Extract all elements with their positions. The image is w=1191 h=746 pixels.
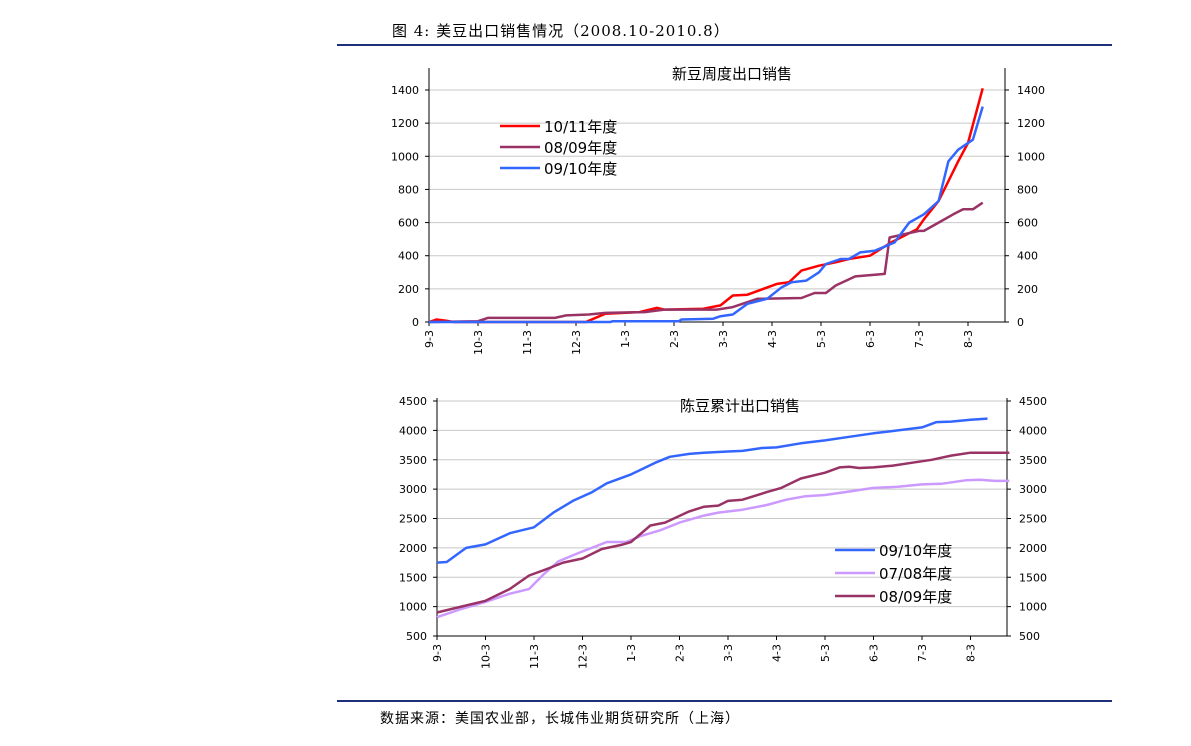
- x-tick-label: 4-3: [766, 330, 779, 348]
- series-line-08/09年度: [436, 451, 1010, 614]
- y-tick-label-right: 1500: [1019, 571, 1047, 584]
- series-line-08/09年度: [428, 201, 984, 324]
- legend-label: 10/11年度: [544, 118, 617, 136]
- y-tick-label-right: 800: [1017, 183, 1038, 196]
- x-tick-label: 12-3: [577, 644, 590, 669]
- y-tick-label-right: 3000: [1019, 483, 1047, 496]
- y-tick-label-right: 1400: [1017, 84, 1045, 97]
- y-tick-label-left: 4500: [399, 395, 427, 408]
- y-tick-label-right: 1000: [1017, 150, 1045, 163]
- y-tick-label-left: 600: [398, 217, 419, 230]
- x-tick-label: 7-3: [916, 644, 929, 662]
- y-tick-label-left: 2000: [399, 542, 427, 555]
- y-tick-label-right: 500: [1019, 630, 1040, 643]
- y-tick-label-right: 4000: [1019, 424, 1047, 437]
- y-tick-label-right: 1200: [1017, 117, 1045, 130]
- y-tick-label-right: 3500: [1019, 454, 1047, 467]
- bottom-divider: [337, 700, 1112, 702]
- y-tick-label-right: 200: [1017, 283, 1038, 296]
- chart-title: 陈豆累计出口销售: [680, 397, 800, 415]
- y-tick-label-left: 2500: [399, 513, 427, 526]
- y-tick-label-left: 1000: [391, 150, 419, 163]
- x-tick-label: 11-3: [528, 644, 541, 669]
- y-tick-label-left: 1000: [399, 601, 427, 614]
- chart-1: 0 0 200 200 400 400 600 600 800 800 1000 1000 1200 12…: [391, 65, 1045, 355]
- figure-title: 图 4: 美豆出口销售情况（2008.10-2010.8）: [392, 22, 730, 40]
- x-tick-label: 7-3: [913, 330, 926, 348]
- source-note: 数据来源：美国农业部，长城伟业期货研究所（上海）: [380, 711, 740, 727]
- legend-label: 07/08年度: [879, 565, 952, 583]
- y-tick-label-left: 1400: [391, 84, 419, 97]
- y-tick-label-left: 4000: [399, 424, 427, 437]
- x-tick-label: 5-3: [815, 330, 828, 348]
- x-tick-label: 5-3: [819, 644, 832, 662]
- x-tick-label: 6-3: [868, 644, 881, 662]
- chart-title: 新豆周度出口销售: [672, 65, 792, 83]
- y-tick-label-left: 800: [398, 183, 419, 196]
- x-tick-label: 9-3: [423, 330, 436, 348]
- series-line-09/10年度: [436, 417, 988, 564]
- x-tick-label: 10-3: [480, 644, 493, 669]
- y-tick-label-left: 200: [398, 283, 419, 296]
- y-tick-label-right: 600: [1017, 217, 1038, 230]
- x-tick-label: 8-3: [965, 644, 978, 662]
- series-line-07/08年度: [436, 478, 1010, 619]
- series-line-09/10年度: [429, 106, 984, 324]
- y-tick-label-right: 2500: [1019, 513, 1047, 526]
- y-tick-label-right: 0: [1017, 316, 1024, 329]
- top-divider: [337, 44, 1112, 46]
- y-tick-label-left: 3500: [399, 454, 427, 467]
- y-tick-label-left: 0: [412, 316, 419, 329]
- x-tick-label: 3-3: [722, 644, 735, 662]
- x-tick-label: 1-3: [625, 644, 638, 662]
- x-tick-label: 12-3: [570, 330, 583, 355]
- x-tick-label: 2-3: [668, 330, 681, 348]
- chart-2: 500 500 1000 1000 1500 1500 2000 2000 2500 2500 30…: [399, 395, 1047, 669]
- legend-label: 09/10年度: [879, 542, 952, 560]
- x-tick-label: 2-3: [674, 644, 687, 662]
- legend-label: 08/09年度: [879, 588, 952, 606]
- y-tick-label-right: 4500: [1019, 395, 1047, 408]
- x-tick-label: 10-3: [472, 330, 485, 355]
- y-tick-label-right: 400: [1017, 250, 1038, 263]
- x-tick-label: 3-3: [717, 330, 730, 348]
- y-tick-label-left: 400: [398, 250, 419, 263]
- y-tick-label-right: 2000: [1019, 542, 1047, 555]
- y-tick-label-left: 500: [406, 630, 427, 643]
- legend-label: 08/09年度: [544, 139, 617, 157]
- y-tick-label-left: 3000: [399, 483, 427, 496]
- x-tick-label: 1-3: [619, 330, 632, 348]
- y-tick-label-right: 1000: [1019, 601, 1047, 614]
- x-tick-label: 8-3: [962, 330, 975, 348]
- legend-label: 09/10年度: [544, 160, 617, 178]
- x-tick-label: 4-3: [771, 644, 784, 662]
- y-tick-label-left: 1200: [391, 117, 419, 130]
- x-tick-label: 6-3: [864, 330, 877, 348]
- x-tick-label: 9-3: [431, 644, 444, 662]
- series-line-10/11年度: [428, 87, 984, 324]
- x-tick-label: 11-3: [521, 330, 534, 355]
- y-tick-label-left: 1500: [399, 571, 427, 584]
